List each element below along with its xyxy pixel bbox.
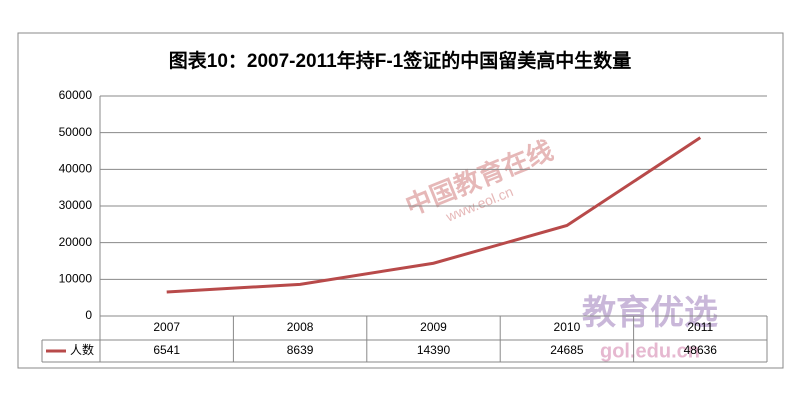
table-value: 8639: [287, 343, 314, 357]
table-value: 14390: [417, 343, 451, 357]
chart-frame: [17, 32, 784, 369]
y-tick-label: 20000: [59, 235, 93, 249]
watermark: 教育优选: [582, 294, 718, 332]
x-tick-label: 2009: [420, 320, 447, 334]
table-value: 24685: [550, 343, 584, 357]
chart-title: 图表10：2007-2011年持F-1签证的中国留美高中生数量: [169, 49, 631, 72]
x-tick-label: 2007: [153, 320, 180, 334]
line: [166, 136, 702, 294]
y-tick-label: 50000: [59, 125, 93, 139]
x-tick-label: 2011: [687, 320, 713, 334]
y-tick-label: 30000: [59, 198, 93, 212]
watermark: gol.edu.cn: [600, 340, 700, 362]
x-tick-label: 2010: [554, 320, 581, 334]
y-tick-label: 60000: [59, 88, 93, 102]
x-tick-label: 2008: [287, 320, 314, 334]
table-value: 6541: [153, 343, 180, 357]
y-tick-label: 40000: [59, 162, 93, 176]
table-value: 48636: [684, 343, 718, 357]
y-tick-label: 10000: [59, 272, 93, 286]
legend-label: 人数: [70, 342, 94, 357]
y-tick-label: 0: [85, 308, 92, 322]
